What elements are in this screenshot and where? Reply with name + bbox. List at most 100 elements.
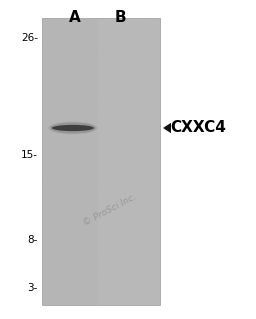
Point <box>66 134 70 139</box>
Point <box>145 160 149 165</box>
Point <box>45 232 49 237</box>
Point <box>79 188 83 193</box>
Point <box>72 133 77 138</box>
Point <box>46 122 50 128</box>
Point <box>142 118 146 123</box>
Point <box>99 246 103 251</box>
Point <box>139 280 143 286</box>
Point <box>97 23 101 28</box>
Point <box>133 84 137 89</box>
Point <box>146 219 150 224</box>
Point <box>108 24 112 29</box>
Point <box>59 218 63 223</box>
Point <box>74 150 78 155</box>
Point <box>58 224 62 229</box>
Point <box>92 186 96 191</box>
Point <box>84 168 88 174</box>
Point <box>85 93 89 99</box>
Point <box>145 58 150 63</box>
Point <box>143 76 147 81</box>
Point <box>86 63 90 68</box>
Point <box>102 64 106 69</box>
Point <box>115 98 119 103</box>
Point <box>125 205 129 210</box>
Point <box>129 236 133 241</box>
Point <box>139 68 143 73</box>
Point <box>77 250 81 255</box>
Point <box>75 210 79 215</box>
Point <box>79 167 83 172</box>
Point <box>131 185 135 190</box>
Point <box>69 230 73 235</box>
Point <box>130 193 134 198</box>
Point <box>118 227 122 233</box>
Point <box>59 151 63 156</box>
Point <box>89 227 93 232</box>
Point <box>106 62 111 67</box>
Point <box>66 29 70 34</box>
Point <box>105 203 109 208</box>
Point <box>113 222 117 227</box>
Point <box>111 54 115 59</box>
Point <box>110 138 114 143</box>
Point <box>107 280 111 285</box>
Point <box>49 195 53 200</box>
Point <box>116 156 120 161</box>
Point <box>96 102 100 107</box>
Point <box>40 158 45 163</box>
Point <box>100 110 104 115</box>
Point <box>86 44 90 49</box>
Point <box>69 151 73 156</box>
Point <box>91 163 95 168</box>
Point <box>109 119 113 124</box>
Point <box>46 244 50 249</box>
Point <box>91 196 95 201</box>
Point <box>94 50 99 55</box>
Point <box>82 286 87 291</box>
Point <box>135 213 139 218</box>
Point <box>82 181 86 186</box>
Point <box>123 220 127 226</box>
Point <box>112 276 116 281</box>
Point <box>98 44 102 49</box>
Point <box>84 41 88 46</box>
Point <box>92 116 97 121</box>
Point <box>147 133 151 138</box>
Point <box>50 282 55 287</box>
Point <box>75 59 79 64</box>
Point <box>134 239 138 244</box>
Point <box>138 23 142 28</box>
Point <box>122 191 126 197</box>
Point <box>59 288 63 293</box>
Point <box>155 274 159 279</box>
Point <box>141 187 145 192</box>
Point <box>100 205 104 210</box>
Point <box>102 208 106 213</box>
Point <box>130 260 134 265</box>
Point <box>146 148 150 153</box>
Point <box>59 188 63 193</box>
Point <box>57 263 61 268</box>
Point <box>94 130 98 135</box>
Point <box>48 130 52 136</box>
Point <box>156 208 160 213</box>
Point <box>127 137 132 142</box>
Point <box>75 86 79 91</box>
Point <box>137 182 141 187</box>
Point <box>63 217 67 222</box>
Point <box>115 31 120 36</box>
Point <box>118 69 122 74</box>
Point <box>130 278 134 283</box>
Point <box>47 220 51 225</box>
Point <box>157 122 161 127</box>
Point <box>115 217 119 222</box>
Point <box>66 141 70 146</box>
Point <box>132 225 136 230</box>
Point <box>129 248 133 253</box>
Point <box>145 227 149 233</box>
Point <box>89 283 93 288</box>
Point <box>106 92 111 97</box>
Point <box>78 70 82 75</box>
Point <box>76 302 80 307</box>
Point <box>155 259 159 264</box>
